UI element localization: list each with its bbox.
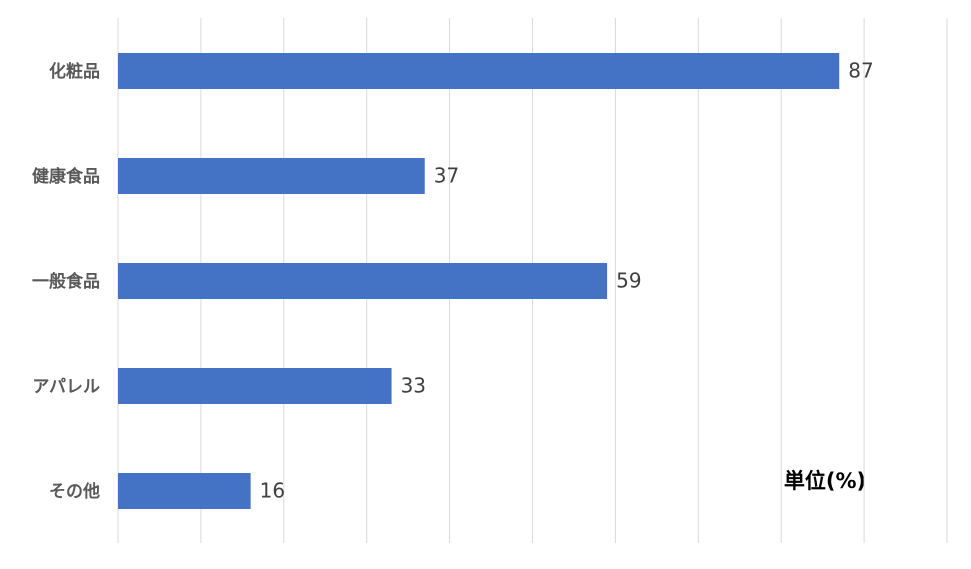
y-tick-label: その他	[49, 481, 100, 502]
value-label: 16	[260, 479, 285, 503]
bar	[118, 53, 840, 89]
value-label: 33	[401, 374, 426, 398]
bar	[118, 263, 608, 299]
value-label: 87	[848, 59, 873, 83]
y-tick-label: 化粧品	[49, 61, 100, 82]
bar	[118, 368, 392, 404]
y-tick-label: アパレル	[32, 377, 100, 397]
y-tick-label: 一般食品	[32, 271, 100, 292]
bar	[118, 473, 251, 509]
bar	[118, 158, 425, 194]
y-tick-label: 健康食品	[32, 166, 100, 187]
value-label: 37	[434, 164, 459, 188]
unit-annotation: 単位(%)	[784, 469, 866, 493]
value-label: 59	[616, 269, 641, 293]
